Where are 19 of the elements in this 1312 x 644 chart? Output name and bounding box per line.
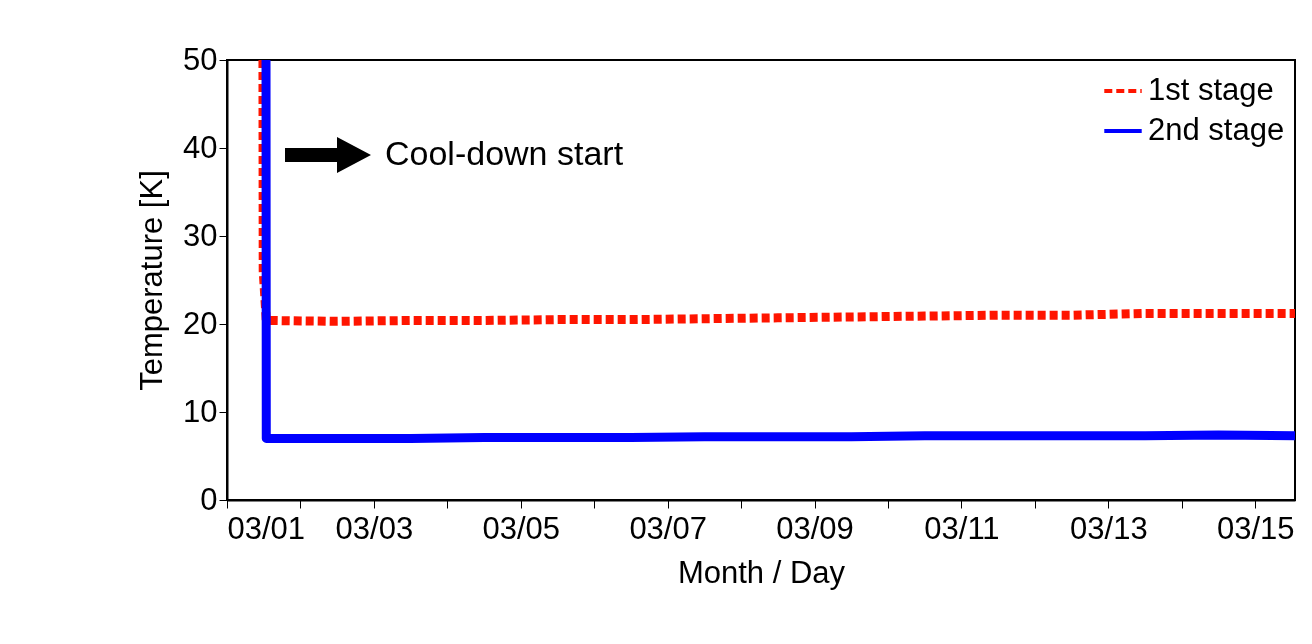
x-axis-title: Month / Day bbox=[677, 554, 846, 590]
y-tick-label: 20 bbox=[183, 305, 218, 341]
y-tick-label: 10 bbox=[183, 393, 218, 429]
y-tick-label: 50 bbox=[183, 41, 218, 77]
y-axis-title: Temperature [K] bbox=[134, 170, 170, 391]
y-tick-label: 30 bbox=[183, 217, 218, 253]
y-tick-label: 40 bbox=[183, 129, 218, 165]
x-tick-label: 03/03 bbox=[335, 510, 414, 546]
legend-label: 1st stage bbox=[1148, 72, 1274, 107]
y-tick-label: 0 bbox=[200, 481, 218, 517]
legend-label: 2nd stage bbox=[1148, 112, 1285, 147]
x-tick-label: 03/13 bbox=[1070, 510, 1148, 546]
x-tick-label: 03/01 bbox=[227, 510, 306, 546]
annotation: Cool-down start bbox=[385, 134, 624, 172]
x-tick-label: 03/15 bbox=[1216, 510, 1295, 546]
x-tick-label: 03/05 bbox=[482, 510, 561, 546]
x-tick-label: 03/07 bbox=[629, 510, 707, 546]
x-tick-label: 03/11 bbox=[924, 510, 1000, 546]
x-tick-label: 03/09 bbox=[776, 510, 854, 546]
